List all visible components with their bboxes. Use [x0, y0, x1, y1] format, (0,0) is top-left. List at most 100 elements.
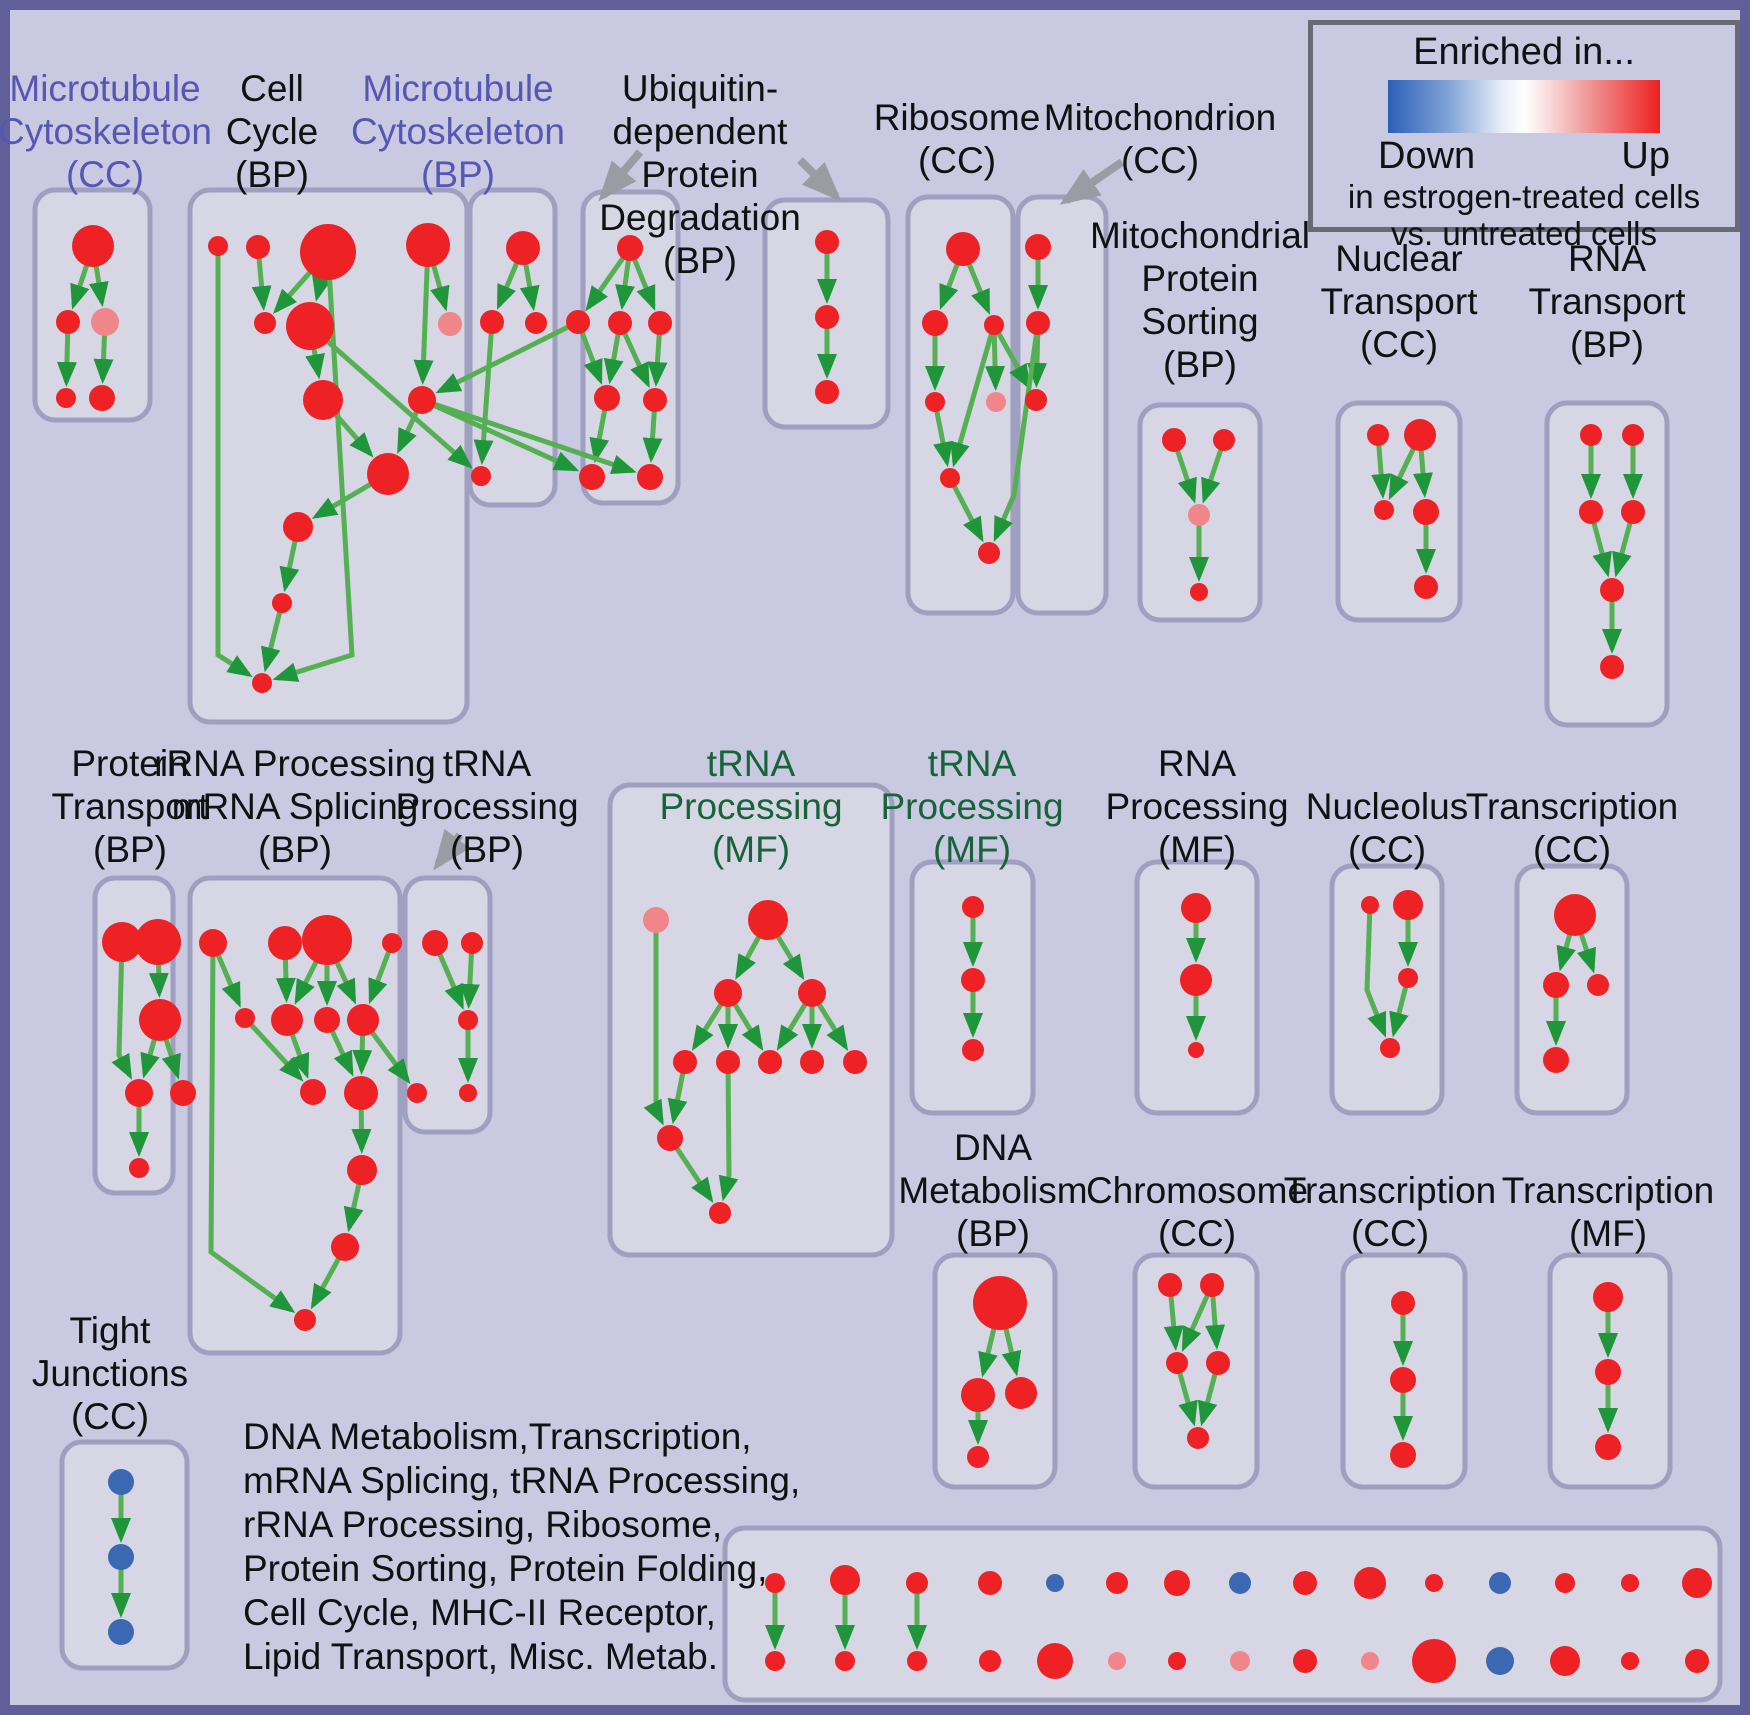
- ribosome-cc-node-6-up: [978, 542, 1000, 564]
- mitochondrion-cc-node-2-up: [1025, 389, 1047, 411]
- chromosome-cc-box: [1132, 1252, 1260, 1490]
- ribosome-cc-node-5-up: [940, 468, 960, 488]
- edge-arrow: [368, 942, 395, 1005]
- ubiquitin-degradation-cluster-a-node-2-up: [608, 311, 632, 335]
- legend-gradient-bar: [1388, 80, 1660, 133]
- trna-processing-mf-small-node-0-up: [962, 896, 984, 918]
- protein-transport-bp-node-1-up: [135, 919, 181, 965]
- nuclear-transport-cc-box: [1335, 400, 1463, 623]
- ribosome-cc-node-2-up: [984, 315, 1004, 335]
- trna-processing-bp-node-1-up: [461, 932, 483, 954]
- trna-processing-mf-large-node-1-up: [748, 900, 788, 940]
- rna-transport-bp-node-1-up: [1622, 424, 1644, 446]
- microtubule-cytoskeleton-cc-box: [32, 187, 153, 423]
- misc-metabolism-group-node-28-up: [1682, 1568, 1712, 1598]
- trna-processing-mf-large-node-6-up: [758, 1050, 782, 1074]
- misc-metabolism-group-node-1-up: [765, 1651, 785, 1671]
- mitochondrial-protein-sorting-bp-node-2-slightly-up: [1188, 504, 1210, 526]
- dna-metabolism-bp-node-3-up: [967, 1446, 989, 1468]
- misc-metabolism-group-node-13-up: [1168, 1652, 1186, 1670]
- legend-up-label: Up: [1621, 135, 1670, 177]
- microtubule-cytoskeleton-bp-node-1-up: [480, 310, 504, 334]
- edge-arrow: [261, 602, 285, 673]
- chromosome-cc-node-3-up: [1206, 1351, 1230, 1375]
- edge-arrow: [473, 321, 495, 466]
- rrna-processing-mrna-splicing-bp-node-8-up: [300, 1079, 326, 1105]
- misc-metabolism-group-node-21-up: [1412, 1639, 1456, 1683]
- misc-metabolism-group-node-16-up: [1293, 1571, 1317, 1595]
- microtubule-cytoskeleton-cc-node-3-up: [56, 388, 76, 408]
- rna-processing-mf-node-0-up: [1181, 893, 1211, 923]
- trna-processing-bp-node-2-up: [458, 1010, 478, 1030]
- rna-transport-bp-node-3-up: [1621, 500, 1645, 524]
- misc-metabolism-group-node-8-down: [1046, 1574, 1064, 1592]
- edge-arrow: [308, 324, 473, 469]
- transcription-cc-middle-node-1-up: [1543, 972, 1569, 998]
- mitochondrial-protein-sorting-bp-node-0-up: [1162, 428, 1186, 452]
- trna-processing-mf-large-node-7-up: [800, 1050, 824, 1074]
- edge-arrow: [421, 397, 637, 474]
- misc-metabolism-group-node-23-down: [1486, 1647, 1514, 1675]
- misc-metabolism-group-node-27-up: [1621, 1652, 1639, 1670]
- transcription-cc-middle-box: [1514, 863, 1630, 1116]
- edge-arrow: [420, 397, 580, 472]
- trna-processing-mf-large-box: [607, 782, 895, 1258]
- edge-arrow: [243, 1016, 304, 1082]
- nucleolus-cc-node-2-up: [1398, 968, 1418, 988]
- trna-processing-bp-node-4-up: [459, 1084, 477, 1102]
- tight-junctions-cc-node-0-down: [108, 1469, 134, 1495]
- rrna-processing-mrna-splicing-bp-node-6-up: [314, 1007, 340, 1033]
- trna-processing-mf-large-node-0-slightly-up: [643, 907, 669, 933]
- dna-metabolism-bp-node-2-up: [1005, 1377, 1037, 1409]
- rrna-processing-mrna-splicing-bp-node-5-up: [271, 1004, 303, 1036]
- edge-arrow: [950, 324, 997, 468]
- rrna-processing-mrna-splicing-bp-node-3-up: [382, 933, 402, 953]
- ubiquitin-degradation-cluster-a-node-7-up: [637, 464, 663, 490]
- mitochondrion-cc-node-0-up: [1025, 234, 1051, 260]
- trna-processing-mf-large-node-4-up: [673, 1050, 697, 1074]
- edge-arrow: [947, 476, 984, 543]
- legend-down-label: Down: [1378, 135, 1476, 177]
- microtubule-cytoskeleton-cc-node-1-up: [56, 310, 80, 334]
- nodes-layer: [56, 223, 1712, 1683]
- microtubule-cytoskeleton-cc-node-0-up: [72, 225, 114, 267]
- cell-cycle-bp-node-3-up: [406, 223, 450, 267]
- misc-metabolism-group-node-6-up: [978, 1571, 1002, 1595]
- ubiquitin-degradation-cluster-a-node-5-up: [643, 388, 667, 412]
- microtubule-cytoskeleton-bp-node-0-up: [506, 231, 540, 265]
- rrna-processing-mrna-splicing-bp-node-1-up: [268, 926, 302, 960]
- protein-transport-bp-node-3-up: [125, 1079, 153, 1107]
- microtubule-cytoskeleton-bp-box: [467, 187, 558, 508]
- cell-cycle-bp-node-8-up: [408, 386, 436, 414]
- ubiquitin-degradation-cluster-a-node-0-up: [617, 235, 643, 261]
- cell-cycle-bp-node-1-up: [246, 235, 270, 259]
- edge-arrow: [991, 323, 1031, 390]
- chromosome-cc-node-0-up: [1158, 1273, 1182, 1297]
- misc-metabolism-group-node-5-up: [907, 1651, 927, 1671]
- transcription-cc-bottom-node-1-up: [1390, 1367, 1416, 1393]
- legend-title: Enriched in...: [1413, 31, 1635, 73]
- trna-processing-mf-large-node-5-up: [716, 1050, 740, 1074]
- nuclear-transport-cc-node-0-up: [1367, 424, 1389, 446]
- misc-metabolism-group-node-15-slightly-up: [1230, 1651, 1250, 1671]
- cell-cycle-bp-node-2-up: [300, 224, 356, 280]
- misc-metabolism-group-node-19-slightly-up: [1361, 1652, 1379, 1670]
- edge-arrow: [985, 324, 1006, 392]
- trna-processing-mf-large-node-8-up: [843, 1050, 867, 1074]
- legend-subtitle-2: vs. untreated cells: [1391, 215, 1657, 252]
- cell-cycle-bp-node-9-up: [367, 453, 409, 495]
- rrna-processing-mrna-splicing-bp-node-7-up: [347, 1004, 379, 1036]
- rna-transport-bp-node-2-up: [1579, 500, 1603, 524]
- edge-arrow: [1059, 158, 1125, 205]
- transcription-cc-bottom-node-2-up: [1390, 1442, 1416, 1468]
- misc-metabolism-group-node-26-up: [1621, 1574, 1639, 1592]
- rrna-processing-mrna-splicing-bp-node-0-up: [199, 929, 227, 957]
- rrna-processing-mrna-splicing-bp-node-10-up: [347, 1155, 377, 1185]
- trna-processing-mf-small-node-1-up: [961, 968, 985, 992]
- trna-processing-mf-small-node-2-up: [962, 1039, 984, 1061]
- trna-processing-mf-large-node-9-up: [657, 1125, 683, 1151]
- edge-arrow: [932, 401, 953, 468]
- rna-processing-mf-node-2-up: [1188, 1042, 1204, 1058]
